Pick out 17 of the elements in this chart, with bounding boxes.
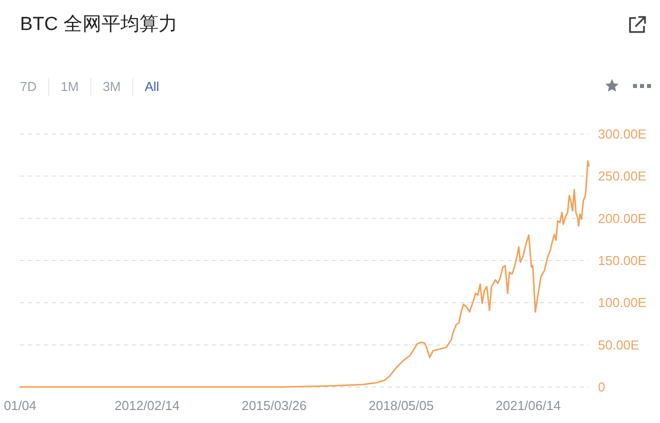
x-tick-label: 2021/06/14 <box>496 398 561 413</box>
text: 1M <box>60 79 79 94</box>
y-tick-label: 100.00E <box>598 295 647 310</box>
y-tick-label: 50.00E <box>598 337 640 352</box>
x-tick-label: 2018/05/05 <box>368 398 434 413</box>
text: 7D <box>20 79 37 94</box>
x-tick-label: 01/04 <box>4 398 36 413</box>
y-tick-label: 250.00E <box>598 168 647 184</box>
y-tick-label: 300.00E <box>598 126 647 142</box>
y-tick-label: 150.00E <box>598 253 647 268</box>
chart-title: BTC 全网平均算力 <box>20 14 178 35</box>
text: All <box>144 79 160 94</box>
y-tick-label: 0 <box>598 380 606 394</box>
x-tick-label: 2012/02/14 <box>114 398 180 413</box>
x-tick-label: 2015/03/26 <box>242 398 307 413</box>
y-tick-label: 200.00E <box>598 210 647 226</box>
text: 3M <box>102 79 121 94</box>
